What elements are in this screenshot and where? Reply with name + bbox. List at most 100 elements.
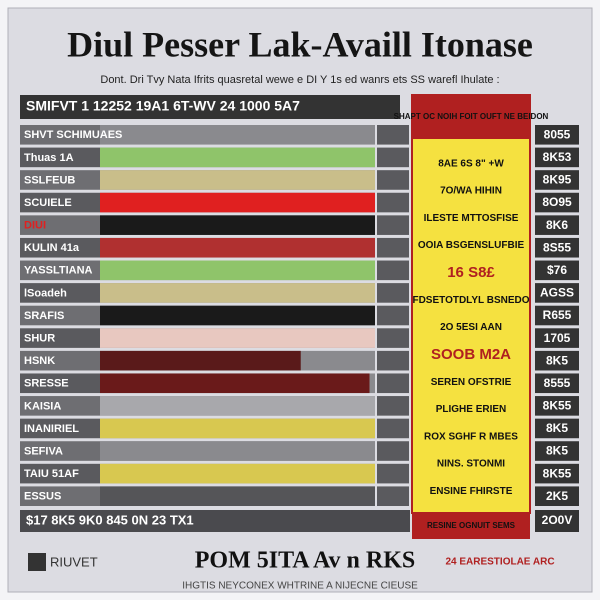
row-cell xyxy=(377,192,409,213)
bar-track xyxy=(100,125,375,145)
panel-line: PLIGHE ERIEN xyxy=(436,404,507,415)
value-cell xyxy=(535,350,579,371)
panel-line: NINS. STONMI xyxy=(437,459,505,470)
row-label: SCUIELE xyxy=(24,197,72,209)
row-label-cell xyxy=(20,215,100,235)
panel-heading: SHAPT OC NOIH FOIT OUFT NE BEIDON xyxy=(394,112,549,121)
value-cell xyxy=(535,418,579,439)
value-cell xyxy=(535,305,579,326)
panel-footer: RESINE OGNUIT SEMS xyxy=(427,521,516,530)
row-cell xyxy=(377,486,409,506)
row-label-cell xyxy=(20,147,100,168)
note: 24 EARESTIOLAE ARC xyxy=(445,557,554,568)
value-cell xyxy=(535,237,579,258)
footer-right: 2O0V xyxy=(542,513,573,527)
value-cell xyxy=(535,192,579,213)
row-label-cell xyxy=(20,237,100,258)
row-value: 8555 xyxy=(544,376,571,390)
row-cell xyxy=(377,350,409,371)
value-cell xyxy=(535,441,579,461)
title: Diul Pesser Lak-Availl Itonase xyxy=(67,24,533,64)
row-value: 8K5 xyxy=(546,421,568,435)
row-cell xyxy=(377,283,409,303)
row-cell xyxy=(377,260,409,281)
bar xyxy=(100,396,375,416)
panel-line: 7O/WA HIHIN xyxy=(440,186,502,197)
value-cell xyxy=(535,147,579,168)
value-cell xyxy=(535,260,579,281)
footer-cell xyxy=(535,510,579,532)
bar xyxy=(100,237,375,258)
row-value: 8K5 xyxy=(546,444,568,458)
row-value: $76 xyxy=(547,263,567,277)
row-cell xyxy=(377,147,409,168)
row-value: 1705 xyxy=(544,331,571,345)
row-value: 8055 xyxy=(544,127,571,141)
bar xyxy=(100,486,375,506)
bar xyxy=(100,147,375,168)
value-cell xyxy=(535,215,579,235)
row-cell xyxy=(377,125,409,145)
row-value: 8K95 xyxy=(543,173,572,187)
panel-line: 8AE 6S 8" +W xyxy=(438,158,504,169)
row-label: INANIRIEL xyxy=(24,423,79,435)
row-value: AGSS xyxy=(540,286,574,300)
row-value: 8K55 xyxy=(543,466,572,480)
row-label: SRAFIS xyxy=(24,310,64,322)
bar xyxy=(100,328,375,348)
panel-line: 16 S8£ xyxy=(447,264,495,281)
row-cell xyxy=(377,328,409,348)
panel-line: FDSETOTDLYL BSNEDO xyxy=(412,295,529,306)
brand: POM 5ITA Av n RKS xyxy=(195,548,415,574)
panel-line: OOIA BSGENSLUFBIE xyxy=(418,240,525,251)
value-cell xyxy=(535,328,579,348)
row-value: 8K5 xyxy=(546,353,568,367)
row-cell xyxy=(377,396,409,416)
row-cell xyxy=(377,418,409,439)
logo-icon xyxy=(28,553,46,571)
row-label-cell xyxy=(20,305,100,326)
value-cell xyxy=(535,486,579,506)
row-label: SSLFEUB xyxy=(24,174,75,186)
row-cell xyxy=(377,237,409,258)
heading: SMIFVT 1 12252 19A1 6T-WV 24 1000 5A7 xyxy=(26,98,300,114)
table-footer: $17 8K5 9K0 845 0N 23 TX1 xyxy=(26,512,194,527)
row-label: YASSLTIANA xyxy=(24,265,93,277)
row-value: R655 xyxy=(543,308,572,322)
bar xyxy=(100,305,375,326)
value-cell xyxy=(535,463,579,484)
value-cell xyxy=(535,373,579,394)
row-label-cell xyxy=(20,170,100,190)
panel-line: SOOB M2A xyxy=(431,346,511,363)
bar xyxy=(100,373,370,394)
panel-foot xyxy=(412,513,530,539)
panel-line: ROX SGHF R MBES xyxy=(424,431,518,442)
row-label-cell xyxy=(20,283,100,303)
panel-line: ENSINE FHIRSTE xyxy=(430,486,513,497)
row-value: 8K6 xyxy=(546,218,568,232)
panel-line: 2O 5ESI AAN xyxy=(440,322,502,333)
row-label-cell xyxy=(20,418,100,439)
bar xyxy=(100,463,375,484)
panel-head xyxy=(412,95,530,139)
value-cell xyxy=(535,170,579,190)
subtitle: Dont. Dri Tvy Nata Ifrits quasretal wewe… xyxy=(100,74,499,86)
row-value: 8K55 xyxy=(543,399,572,413)
panel xyxy=(411,94,531,514)
row-value: 8S55 xyxy=(543,240,571,254)
bar xyxy=(100,260,375,281)
row-value: 8O95 xyxy=(542,195,572,209)
row-cell xyxy=(377,170,409,190)
row-label-cell xyxy=(20,125,100,145)
row-label-cell xyxy=(20,260,100,281)
bar xyxy=(100,418,375,439)
bar xyxy=(100,283,375,303)
row-label: KAISIA xyxy=(24,400,61,412)
bar xyxy=(100,350,301,371)
footer-bar xyxy=(20,510,410,532)
value-cell xyxy=(535,396,579,416)
row-cell xyxy=(377,373,409,394)
heading-bar xyxy=(20,95,400,119)
row-value: 2K5 xyxy=(546,489,568,503)
